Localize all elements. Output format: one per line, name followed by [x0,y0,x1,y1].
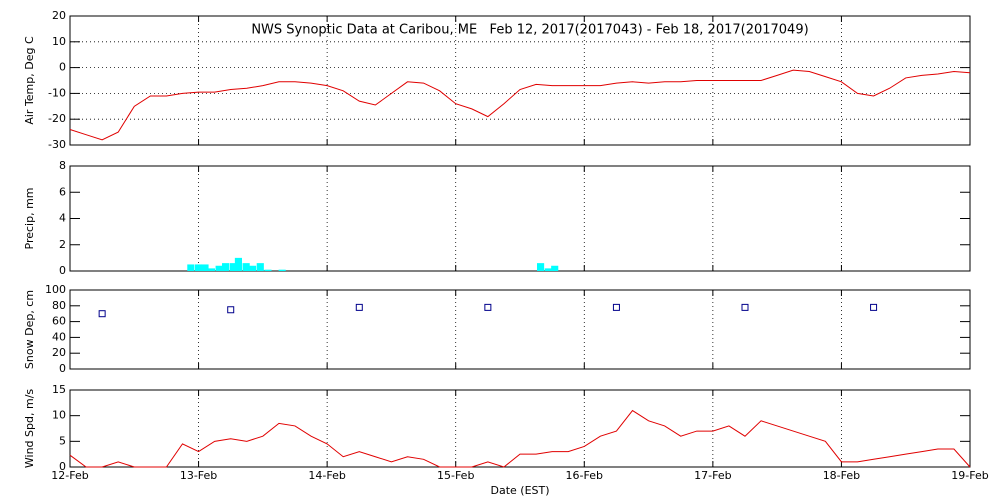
plot-frame [69,289,971,370]
y-axis-label: Precip, mm [23,188,36,250]
bar [278,269,286,271]
x-axis-label: Date (EST) [490,484,549,497]
bar [242,263,250,271]
bar [264,269,272,271]
point [612,303,620,311]
bar [222,263,230,271]
y-tick-label: -20 [48,112,66,125]
x-tick-label: 14-Feb [308,469,345,482]
bar [207,268,215,271]
y-tick-label: 15 [52,383,66,396]
y-tick-label: 10 [52,409,66,422]
bar [256,263,264,271]
bar [537,263,545,271]
y-tick-label: 80 [52,299,66,312]
y-tick-label: 8 [59,159,66,172]
plot-frame [69,165,971,272]
y-tick-label: -10 [48,86,66,99]
y-tick-label: 10 [52,35,66,48]
y-tick-label: 0 [59,61,66,74]
bar [229,263,237,271]
bar [195,264,203,271]
point [355,303,363,311]
y-tick-label: 0 [59,264,66,277]
y-tick-label: 40 [52,330,66,343]
point [870,303,878,311]
y-axis-label: Snow Dep, cm [23,290,36,369]
bar [201,264,209,271]
data-line [69,409,971,468]
y-tick-label: 6 [59,185,66,198]
y-axis-label: Air Temp, Deg C [23,36,36,125]
x-tick-label: 18-Feb [823,469,860,482]
y-axis-label: Wind Spd, m/s [23,389,36,469]
point [98,310,106,318]
y-tick-label: 2 [59,238,66,251]
bar [215,265,223,271]
y-tick-label: 0 [59,362,66,375]
point [227,306,235,314]
y-tick-label: 4 [59,212,66,225]
point [484,303,492,311]
x-tick-label: 15-Feb [437,469,474,482]
x-tick-label: 12-Feb [51,469,88,482]
y-tick-label: 0 [59,460,66,473]
plot-frame [69,389,971,468]
x-tick-label: 17-Feb [694,469,731,482]
bar [544,268,552,271]
x-tick-label: 13-Feb [180,469,217,482]
plot-frame [69,15,971,146]
chart-title: NWS Synoptic Data at Caribou, ME Feb 12,… [251,23,808,38]
y-tick-label: 100 [45,283,66,296]
bar [187,264,195,271]
x-tick-label: 16-Feb [566,469,603,482]
y-tick-label: -30 [48,138,66,151]
y-tick-label: 60 [52,315,66,328]
bar [551,265,559,271]
point [741,303,749,311]
bar [234,257,242,271]
y-tick-label: 20 [52,9,66,22]
x-tick-label: 19-Feb [951,469,988,482]
bar [249,265,257,271]
y-tick-label: 5 [59,434,66,447]
y-tick-label: 20 [52,346,66,359]
data-line [69,69,971,141]
